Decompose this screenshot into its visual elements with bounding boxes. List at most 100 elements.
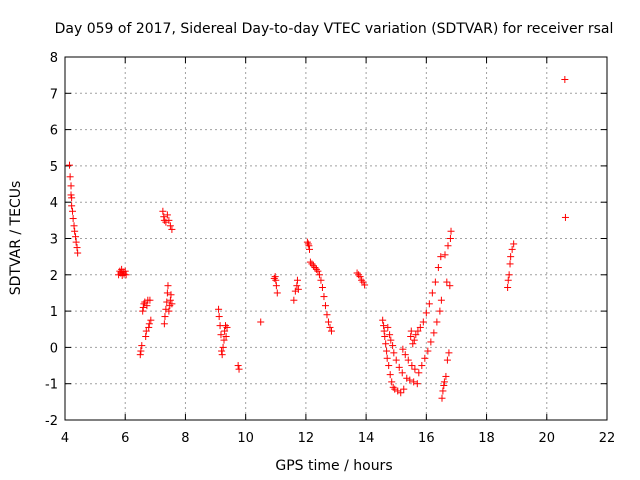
data-point (506, 260, 514, 268)
data-point (395, 363, 403, 371)
data-point (446, 282, 454, 290)
data-point (379, 316, 387, 324)
x-tick-label: 4 (61, 431, 69, 446)
data-point (291, 287, 299, 295)
data-point (165, 307, 173, 315)
y-tick-label: 1 (50, 305, 58, 320)
data-point (235, 365, 243, 373)
data-point (163, 211, 171, 219)
data-point (305, 242, 313, 250)
data-point (71, 227, 79, 235)
data-point (72, 233, 80, 241)
data-point (218, 351, 226, 359)
data-point (146, 296, 154, 304)
data-point (318, 284, 326, 292)
x-tick-label: 12 (298, 431, 315, 446)
x-axis-label: GPS time / hours (275, 458, 392, 474)
data-point (444, 242, 452, 250)
data-point (293, 282, 301, 290)
x-tick-label: 8 (181, 431, 189, 446)
data-point (234, 362, 242, 370)
data-point (326, 323, 334, 331)
data-point (147, 316, 155, 324)
data-point (406, 376, 414, 384)
data-point (510, 240, 518, 248)
data-point (122, 271, 130, 279)
data-point (257, 318, 265, 326)
data-point (421, 354, 429, 362)
y-tick-label: 2 (50, 269, 58, 284)
data-point (165, 216, 173, 224)
data-point (437, 296, 445, 304)
data-point (353, 269, 361, 277)
data-point (121, 267, 129, 275)
data-point (389, 342, 397, 350)
data-point (270, 274, 278, 282)
data-point (440, 382, 448, 390)
data-point (404, 356, 412, 364)
data-point (141, 298, 149, 306)
data-point (431, 278, 439, 286)
data-point (166, 296, 174, 304)
data-point (271, 273, 279, 281)
data-point (220, 336, 228, 344)
data-point (355, 271, 363, 279)
data-point (410, 336, 418, 344)
y-tick-label: 0 (50, 341, 58, 356)
data-point (442, 372, 450, 380)
grid-lines (65, 57, 607, 420)
data-point (441, 251, 449, 259)
data-point (309, 262, 317, 270)
x-tick-label: 10 (237, 431, 254, 446)
data-point (217, 331, 225, 339)
data-point (443, 356, 451, 364)
data-point (383, 347, 391, 355)
y-axis-label: SDTVAR / TECUs (8, 181, 24, 296)
data-point (317, 276, 325, 284)
data-point (161, 313, 169, 321)
data-point (160, 213, 168, 221)
y-tick-label: 3 (50, 233, 58, 248)
data-point (505, 271, 513, 279)
y-tick-label: 5 (50, 160, 58, 175)
data-point (424, 347, 432, 355)
data-point (391, 385, 399, 393)
data-point (388, 378, 396, 386)
data-point (361, 281, 369, 289)
data-point (359, 278, 367, 286)
data-point (320, 293, 328, 301)
data-point (167, 291, 175, 299)
data-point (67, 191, 75, 199)
data-point (323, 311, 331, 319)
data-point (381, 333, 389, 341)
data-point (140, 300, 148, 308)
chart-title: Day 059 of 2017, Sidereal Day-to-day VTE… (55, 21, 614, 37)
y-tick-label: 8 (50, 51, 58, 66)
data-point (315, 271, 323, 279)
data-point (443, 278, 451, 286)
data-point (218, 347, 226, 355)
data-point (69, 207, 77, 215)
data-point (145, 323, 153, 331)
data-point (387, 336, 395, 344)
data-point (399, 345, 407, 353)
data-point (293, 276, 301, 284)
y-tick-label: 4 (50, 196, 58, 211)
data-point (380, 327, 388, 335)
data-point (138, 342, 146, 350)
data-point (118, 272, 126, 280)
data-point (400, 385, 408, 393)
data-point (504, 276, 512, 284)
data-point (416, 323, 424, 331)
data-point (437, 253, 445, 261)
data-point (397, 389, 405, 397)
data-point (137, 347, 145, 355)
data-point (164, 282, 172, 290)
data-point (139, 307, 147, 315)
data-point (389, 383, 397, 391)
data-point (145, 320, 153, 328)
data-point (303, 238, 311, 246)
data-point (306, 258, 314, 266)
data-point (139, 303, 147, 311)
